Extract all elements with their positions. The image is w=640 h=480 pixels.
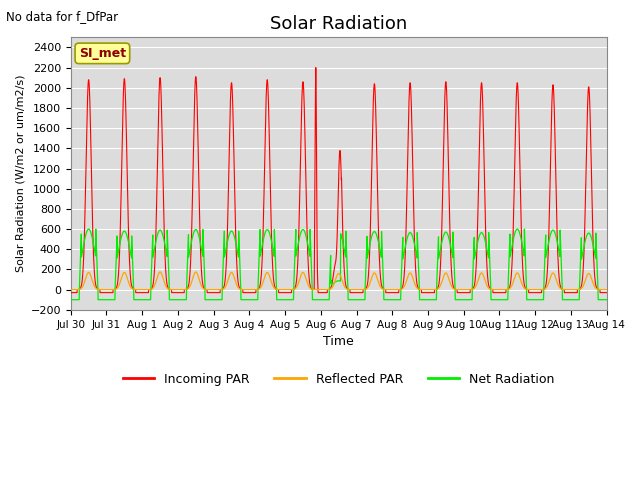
Text: SI_met: SI_met: [79, 47, 126, 60]
Legend: Incoming PAR, Reflected PAR, Net Radiation: Incoming PAR, Reflected PAR, Net Radiati…: [118, 368, 560, 391]
Y-axis label: Solar Radiation (W/m2 or um/m2/s): Solar Radiation (W/m2 or um/m2/s): [15, 75, 25, 272]
Text: No data for f_DfPar: No data for f_DfPar: [6, 10, 118, 23]
X-axis label: Time: Time: [323, 335, 354, 348]
Title: Solar Radiation: Solar Radiation: [270, 15, 407, 33]
